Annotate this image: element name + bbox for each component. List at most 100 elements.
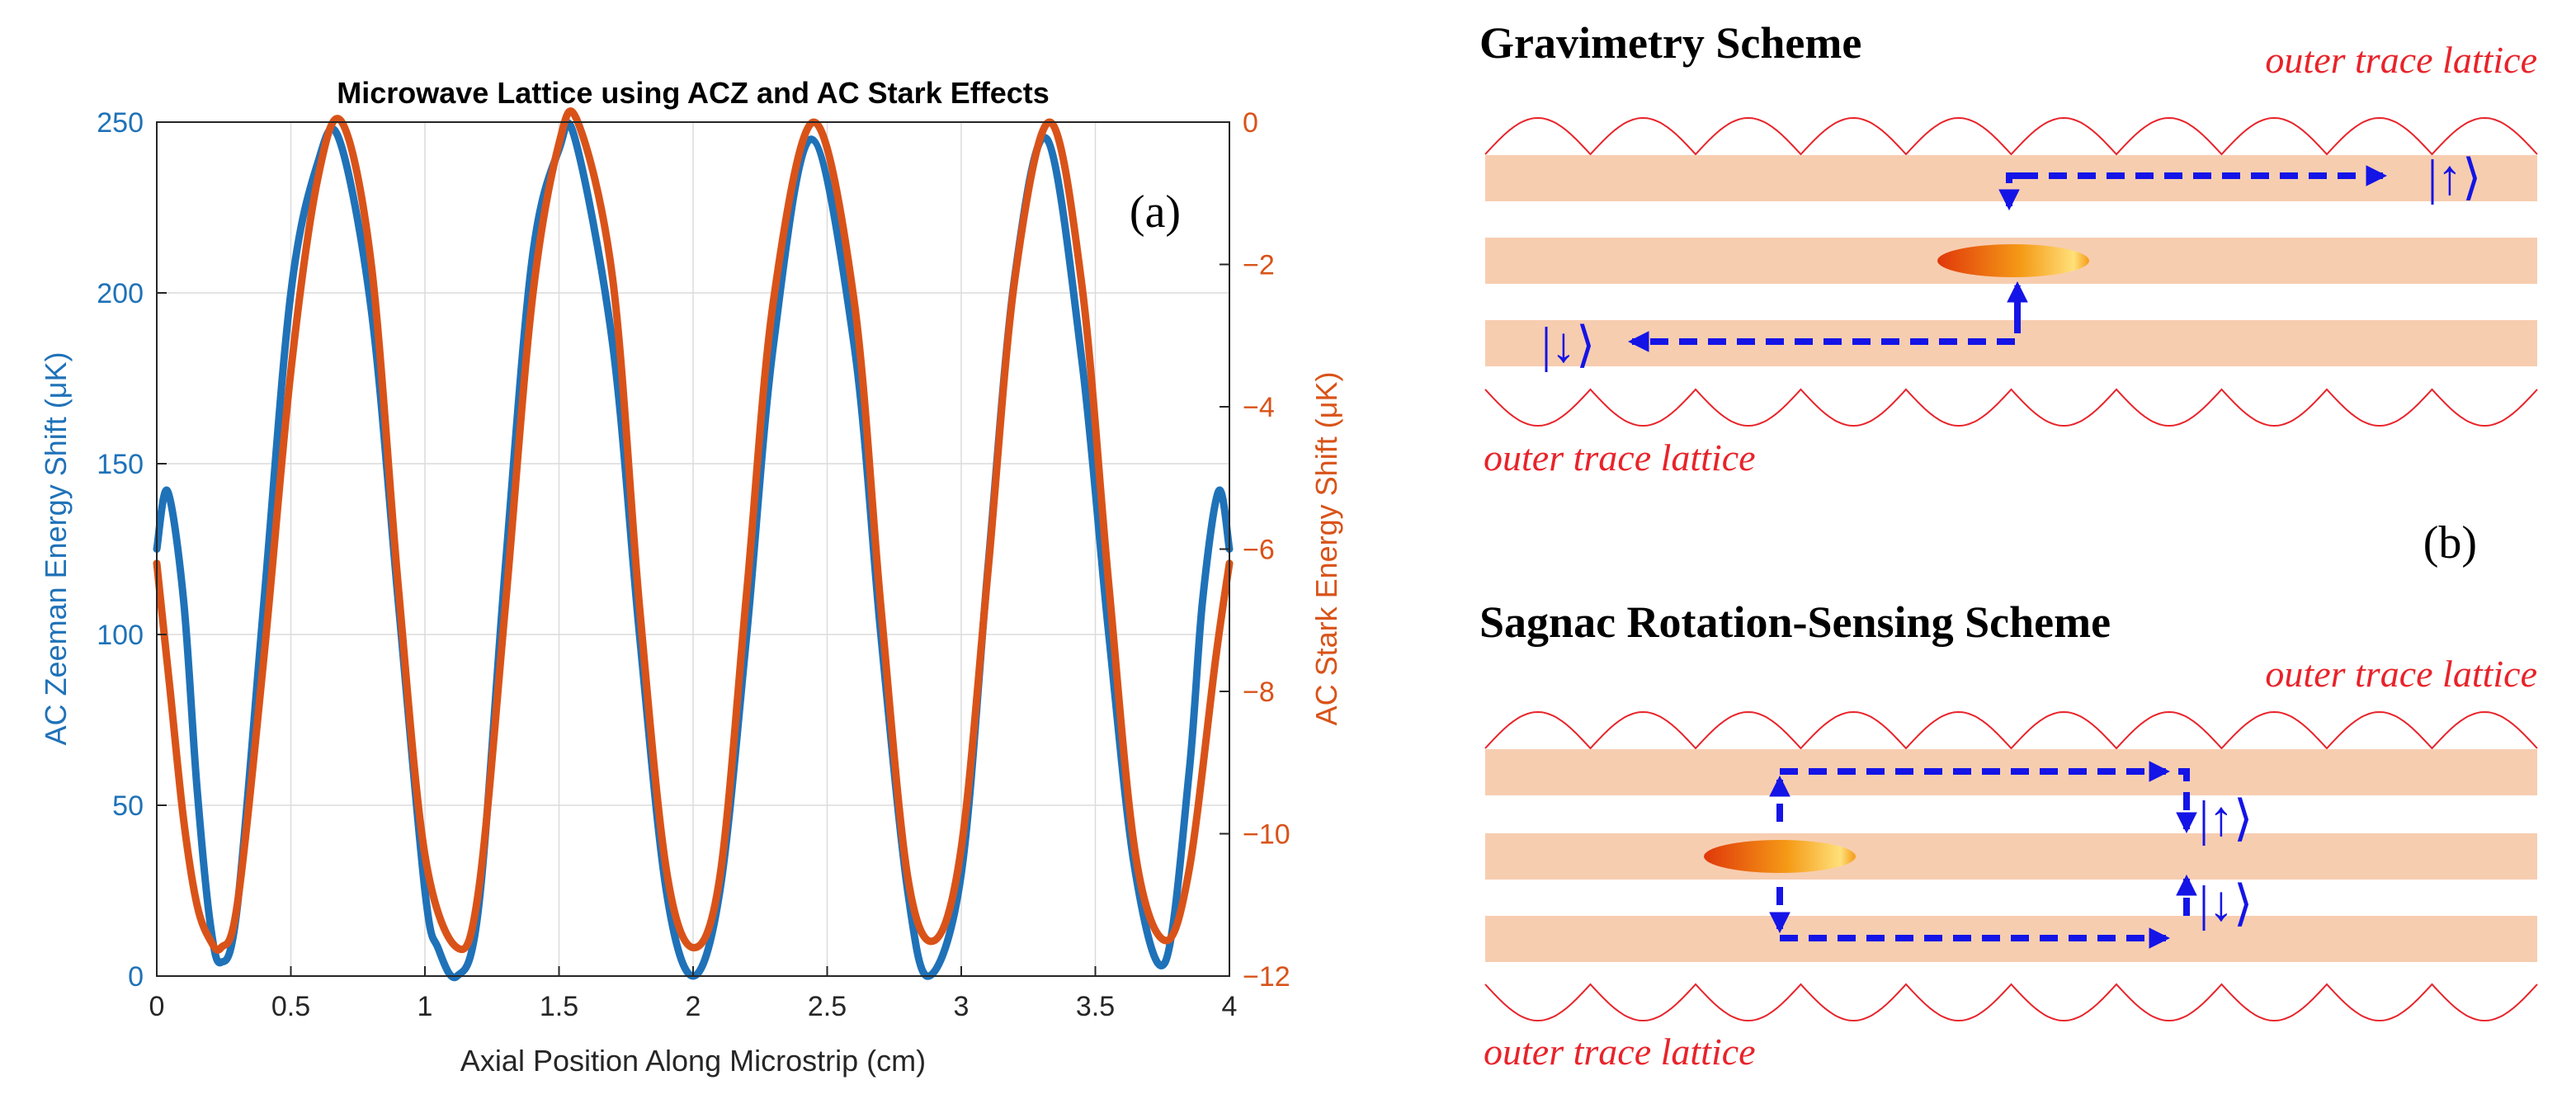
- gravimetry-scheme: Gravimetry Scheme outer trace lattice ou…: [1479, 18, 2538, 479]
- sagnac-scheme: Sagnac Rotation-Sensing Scheme outer tra…: [1479, 597, 2538, 1073]
- data-point-stark: [555, 139, 563, 147]
- data-point-stark: [984, 567, 992, 574]
- sagnac-lattice-bottom-label: outer trace lattice: [1484, 1031, 1756, 1073]
- data-point-stark: [1012, 275, 1018, 282]
- y-axis-label-right: AC Stark Energy Shift (μK): [1309, 372, 1343, 726]
- sagnac-atom-cloud: [1704, 840, 1856, 873]
- y-right-tick-label: −2: [1243, 250, 1275, 281]
- x-tick-label: 0: [149, 991, 165, 1022]
- gravimetry-atom-cloud: [1937, 244, 2089, 277]
- data-point-zeeman: [336, 135, 342, 143]
- sagnac-band-middle: [1485, 833, 2537, 880]
- ticks: 0 0.5 1 1.5 2 2.5 3 3.5 4 0 50 100 150 200 250 0 −2 −4 −6 −…: [97, 107, 1290, 1022]
- data-point-zeeman: [1215, 488, 1222, 495]
- data-point-stark: [1078, 282, 1086, 290]
- x-axis-label: Axial Position Along Microstrip (cm): [460, 1044, 926, 1078]
- sagnac-lattice-top-label: outer trace lattice: [2265, 653, 2537, 695]
- y-right-tick-label: −8: [1243, 677, 1275, 708]
- annotation-b: (b): [2423, 517, 2477, 568]
- data-point-zeeman: [572, 135, 578, 143]
- y-left-tick-label: 100: [97, 620, 144, 651]
- x-tick-label: 0.5: [271, 991, 310, 1022]
- data-point-stark: [1212, 652, 1220, 659]
- y-left-tick-label: 0: [128, 961, 144, 993]
- data-point-stark: [877, 602, 885, 610]
- data-point-stark: [475, 887, 482, 894]
- data-point-stark: [636, 602, 643, 610]
- data-point-stark: [368, 261, 375, 268]
- data-point-zeeman: [1162, 959, 1168, 966]
- x-tick-label: 3.5: [1076, 991, 1115, 1022]
- y-axis-label-left: AC Zeeman Energy Shift (μK): [39, 352, 73, 746]
- data-point-stark: [193, 901, 201, 908]
- y-right-tick-label: −6: [1243, 535, 1275, 566]
- x-tick-label: 1: [418, 991, 433, 1022]
- data-point-zeeman: [218, 959, 224, 966]
- data-point-stark: [218, 944, 224, 951]
- sagnac-lattice-top-wave: [1484, 710, 2538, 750]
- data-point-stark: [1162, 936, 1168, 944]
- data-point-stark: [502, 602, 509, 610]
- y-left-tick-label: 250: [97, 107, 144, 139]
- scheme-panel-b: Gravimetry Scheme outer trace lattice ou…: [1479, 18, 2538, 1073]
- y-right-tick-label: −12: [1243, 961, 1290, 993]
- data-point-zeeman: [609, 341, 616, 348]
- data-point-zeeman: [1078, 357, 1086, 365]
- data-point-zeeman: [287, 290, 295, 296]
- data-point-stark: [609, 275, 616, 282]
- gravimetry-state-down: |↓⟩: [1541, 318, 1595, 372]
- data-point-stark: [180, 816, 187, 823]
- data-point-stark: [261, 652, 267, 659]
- data-point-zeeman: [435, 945, 442, 952]
- gravimetry-arrow-upper-down: [1998, 172, 2020, 211]
- data-point-stark: [931, 936, 938, 944]
- y-left-tick-label: 50: [112, 790, 144, 822]
- data-point-zeeman: [164, 488, 171, 495]
- annotation-a: (a): [1130, 186, 1181, 238]
- sagnac-arrow-upper-down: [2176, 768, 2197, 834]
- x-tick-label: 3: [954, 991, 970, 1022]
- sagnac-lattice-bottom-wave: [1484, 983, 2538, 1022]
- data-point-stark: [207, 936, 214, 944]
- chart-panel-a: 0 0.5 1 1.5 2 2.5 3 3.5 4 0 50 100 150 200 250 0 −2 −4 −6 −…: [39, 76, 1343, 1078]
- data-point-stark: [958, 844, 965, 851]
- data-point-stark: [770, 296, 777, 304]
- x-tick-label: 4: [1222, 991, 1238, 1022]
- data-point-stark: [1132, 851, 1139, 859]
- data-point-stark: [287, 367, 295, 375]
- y-left-tick-label: 200: [97, 278, 144, 309]
- data-point-zeeman: [1044, 135, 1050, 143]
- gravimetry-lattice-top-label: outer trace lattice: [2265, 39, 2537, 81]
- data-point-stark: [234, 901, 241, 908]
- data-point-stark: [1105, 581, 1112, 588]
- data-point-zeeman: [422, 887, 428, 894]
- gravimetry-arrow-lower-left: [1627, 315, 2021, 352]
- sagnac-state-up: |↑⟩: [2199, 791, 2253, 846]
- data-point-stark: [663, 866, 670, 873]
- data-point-zeeman: [180, 597, 187, 604]
- sagnac-title: Sagnac Rotation-Sensing Scheme: [1479, 597, 2111, 647]
- gravimetry-lattice-bottom-wave: [1484, 388, 2538, 427]
- data-point-stark: [394, 581, 402, 588]
- x-tick-label: 1.5: [540, 991, 578, 1022]
- data-point-stark: [904, 873, 911, 880]
- data-point-zeeman: [207, 921, 214, 928]
- sagnac-state-down: |↓⟩: [2199, 876, 2253, 931]
- data-point-stark: [529, 296, 535, 304]
- gravimetry-lattice-top-wave: [1484, 116, 2538, 156]
- data-point-zeeman: [193, 785, 201, 792]
- data-point-zeeman: [808, 135, 814, 143]
- y-right-tick-label: −4: [1243, 392, 1275, 423]
- data-point-zeeman: [1186, 767, 1193, 775]
- data-point-stark: [716, 873, 724, 880]
- data-point-stark: [314, 176, 321, 182]
- gravimetry-lattice-bottom-label: outer trace lattice: [1484, 436, 1756, 479]
- y-left-tick-label: 150: [97, 449, 144, 480]
- gravimetry-state-up: |↑⟩: [2427, 150, 2481, 205]
- data-point-stark: [454, 944, 460, 951]
- data-point-stark: [1186, 866, 1193, 873]
- data-point-stark: [422, 851, 428, 859]
- data-point-stark: [167, 688, 174, 695]
- gravimetry-title: Gravimetry Scheme: [1479, 18, 1861, 68]
